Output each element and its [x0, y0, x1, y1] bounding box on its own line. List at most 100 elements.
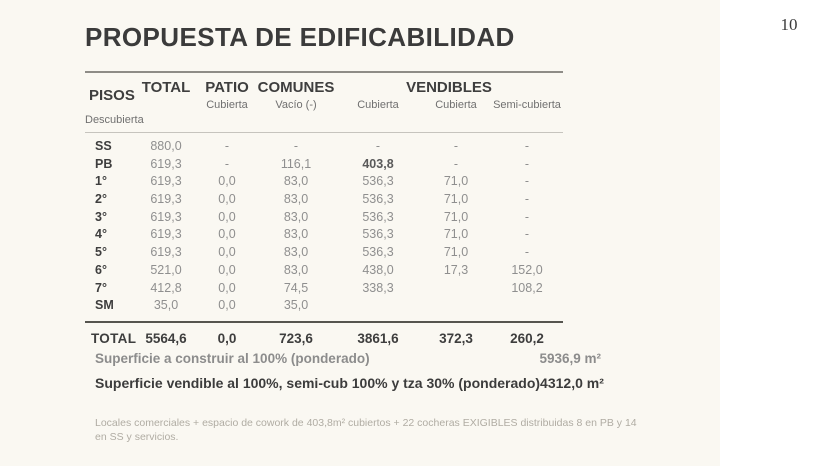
vendibles-descubierta-value: -: [524, 227, 530, 242]
row-label: SM: [95, 298, 114, 313]
row-label: 6°: [95, 262, 107, 277]
patio-vacio-value: -: [224, 139, 230, 153]
vendibles-cubierta-value: [335, 297, 421, 315]
vendibles-semicubierta-value: 71,0: [443, 245, 469, 260]
patio-vacio-value: 0,0: [218, 227, 236, 242]
vendibles-cubierta-value: 536,3: [362, 209, 394, 224]
subheader-total-cubierta: Cubierta: [206, 99, 248, 111]
table-total-row: TOTAL 5564,6 0,0 723,6 3861,6 372,3 260,…: [85, 323, 563, 354]
table-row: SM 35,0 0,0 35,0: [85, 297, 563, 315]
table-row: 3° 619,3 0,0 83,0 536,3 71,0 -: [85, 209, 563, 227]
column-header-patio: PATIO: [205, 79, 249, 96]
vendibles-semicubierta-value: 71,0: [443, 209, 469, 224]
table-row: 2° 619,3 0,0 83,0 536,3 71,0 -: [85, 191, 563, 209]
vendibles-cubierta-value: 536,3: [362, 192, 394, 207]
vendibles-descubierta-value: -: [524, 192, 530, 207]
table-header-rule: [85, 132, 563, 133]
vendibles-cubierta-value: 536,3: [362, 245, 394, 260]
total-row-vend-descubierta: 260,2: [510, 330, 544, 346]
total-row-vend-cubierta: 3861,6: [357, 330, 399, 346]
subheader-vendibles-semicubierta: Semi-cubierta: [493, 99, 561, 111]
row-label: SS: [95, 139, 112, 153]
vendibles-cubierta-value: 338,3: [362, 280, 394, 295]
total-cubierta-value: 619,3: [150, 209, 182, 224]
comunes-cubierta-value: -: [293, 139, 299, 153]
table-row: 5° 619,3 0,0 83,0 536,3 71,0 -: [85, 244, 563, 262]
patio-vacio-value: 0,0: [218, 280, 236, 295]
subheader-vendibles-cubierta: Cubierta: [435, 99, 477, 111]
vendibles-semicubierta-value: 17,3: [443, 262, 469, 277]
row-label: 3°: [95, 209, 107, 224]
total-row-vend-semicubierta: 372,3: [439, 330, 473, 346]
table-row: 1° 619,3 0,0 83,0 536,3 71,0 -: [85, 173, 563, 191]
comunes-cubierta-value: 83,0: [283, 262, 309, 277]
summary-value: 4312,0 m²: [540, 375, 604, 391]
page-number: 10: [780, 15, 798, 34]
total-row-label: TOTAL: [91, 330, 137, 346]
page-title: PROPUESTA DE EDIFICABILIDAD: [85, 22, 515, 52]
table-row: 6° 521,0 0,0 83,0 438,0 17,3 152,0: [85, 262, 563, 280]
total-cubierta-value: 412,8: [150, 280, 182, 295]
vendibles-semicubierta-value: [421, 297, 491, 315]
vendibles-descubierta-value: 108,2: [511, 280, 543, 295]
edificabilidad-table: PISOS TOTAL PATIO COMUNES VENDIBLES Cubi…: [85, 71, 563, 354]
vendibles-semicubierta-value: 71,0: [443, 227, 469, 242]
patio-vacio-value: 0,0: [218, 298, 236, 313]
vendibles-descubierta-value: -: [524, 139, 530, 153]
vendibles-cubierta-value: 403,8: [362, 156, 394, 171]
vendibles-descubierta-value: -: [524, 245, 530, 260]
vendibles-descubierta-value: -: [524, 174, 530, 189]
column-header-comunes: COMUNES: [257, 79, 335, 96]
row-label: 4°: [95, 227, 107, 242]
summary-label: Superficie vendible al 100%, semi-cub 10…: [95, 375, 541, 391]
table-total-rule: [85, 320, 563, 323]
total-cubierta-value: 880,0: [150, 139, 182, 153]
row-label: PB: [95, 156, 113, 171]
row-label: 5°: [95, 245, 107, 260]
column-header-vendibles: VENDIBLES: [406, 79, 492, 96]
slide-background: [0, 0, 720, 466]
patio-vacio-value: 0,0: [218, 192, 236, 207]
subheader-patio-vacio: Vacío (-): [275, 99, 317, 111]
comunes-cubierta-value: 83,0: [283, 192, 309, 207]
table-row: PB 619,3 - 116,1 403,8 - -: [85, 156, 563, 174]
vendibles-descubierta-value: [491, 297, 563, 315]
column-header-total: TOTAL: [141, 79, 191, 96]
header-spacer: [135, 98, 197, 113]
subheader-comunes-cubierta: Cubierta: [357, 99, 399, 111]
table-header: PISOS TOTAL PATIO COMUNES VENDIBLES Cubi…: [85, 73, 563, 132]
total-cubierta-value: 619,3: [150, 174, 182, 189]
vendibles-semicubierta-value: -: [453, 156, 459, 171]
comunes-cubierta-value: 116,1: [280, 156, 312, 171]
vendibles-semicubierta-value: -: [453, 139, 459, 153]
column-header-pisos: PISOS: [89, 87, 135, 104]
summary-label: Superficie a construir al 100% (ponderad…: [95, 351, 370, 366]
table-row: 4° 619,3 0,0 83,0 536,3 71,0 -: [85, 226, 563, 244]
comunes-cubierta-value: 74,5: [283, 280, 309, 295]
summary-superficie-construir: Superficie a construir al 100% (ponderad…: [95, 351, 601, 366]
row-label: 2°: [95, 192, 107, 207]
row-label: 1°: [95, 174, 107, 189]
total-cubierta-value: 619,3: [150, 192, 182, 207]
vendibles-semicubierta-value: 71,0: [443, 192, 469, 207]
table-row: 7° 412,8 0,0 74,5 338,3 108,2: [85, 280, 563, 298]
summary-superficie-vendible: Superficie vendible al 100%, semi-cub 10…: [95, 375, 604, 391]
total-cubierta-value: 619,3: [150, 227, 182, 242]
patio-vacio-value: -: [224, 156, 230, 171]
vendibles-descubierta-value: -: [524, 156, 530, 171]
total-cubierta-value: 521,0: [150, 262, 182, 277]
patio-vacio-value: 0,0: [218, 209, 236, 224]
total-row-total: 5564,6: [145, 330, 187, 346]
vendibles-cubierta-value: -: [375, 139, 381, 153]
total-row-comunes: 723,6: [279, 330, 313, 346]
vendibles-semicubierta-value: 71,0: [443, 174, 469, 189]
comunes-cubierta-value: 83,0: [283, 227, 309, 242]
vendibles-cubierta-value: 536,3: [362, 227, 394, 242]
summary-value: 5936,9 m²: [539, 351, 601, 366]
patio-vacio-value: 0,0: [218, 245, 236, 260]
comunes-cubierta-value: 83,0: [283, 245, 309, 260]
subheader-vendibles-descubierta: Descubierta: [85, 114, 144, 126]
table-top-rule: [85, 71, 563, 73]
vendibles-cubierta-value: 536,3: [362, 174, 394, 189]
